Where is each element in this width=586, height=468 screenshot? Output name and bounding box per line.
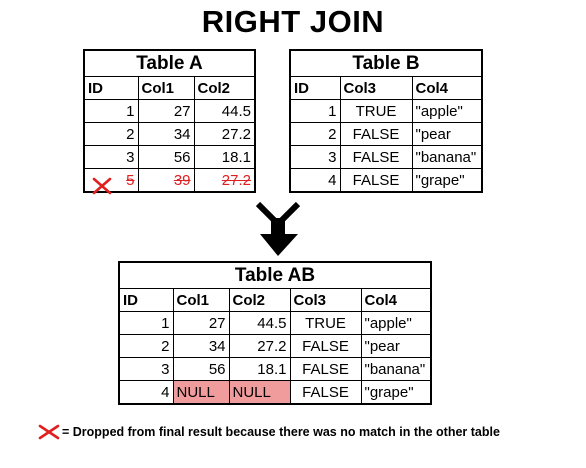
table-b-title: Table B — [289, 49, 483, 77]
table-a-header-col2: Col2 — [193, 76, 256, 100]
table-a-cell: 27 — [137, 99, 195, 123]
table-ab-cell: FALSE — [289, 380, 362, 405]
table-ab-header-col4: Col4 — [360, 288, 432, 312]
dropped-x-icon — [92, 177, 112, 195]
table-ab-cell: "banana" — [360, 357, 432, 381]
table-b-cell: "banana" — [411, 145, 483, 169]
table-a-dropped-cell: 39 — [173, 171, 191, 189]
table-b-cell: 4 — [289, 168, 341, 193]
legend-text: = Dropped from final result because ther… — [62, 425, 500, 439]
table-ab-header-col3: Col3 — [289, 288, 362, 312]
table-b-cell: "apple" — [411, 99, 483, 123]
table-a-header-id: ID — [83, 76, 139, 100]
table-ab-cell: "grape" — [360, 380, 432, 405]
table-a-cell: 3 — [83, 145, 139, 169]
table-ab-header-col1: Col1 — [172, 288, 230, 312]
table-a-cell: 34 — [137, 122, 195, 146]
table-a-row: 1 27 44.5 — [83, 99, 256, 123]
table-ab-cell: 2 — [118, 334, 174, 358]
table-ab-cell: FALSE — [289, 334, 362, 358]
table-a-cell: 44.5 — [193, 99, 256, 123]
table-a: Table A ID Col1 Col2 1 27 44.5 2 34 27.2… — [83, 49, 256, 193]
table-a-row: 2 34 27.2 — [83, 122, 256, 146]
table-b-header-col4: Col4 — [411, 76, 483, 100]
table-ab-cell: 4 — [118, 380, 174, 405]
table-b-row: 2 FALSE "pear — [289, 122, 483, 146]
table-ab-cell: 27.2 — [228, 334, 291, 358]
table-ab-header-col2: Col2 — [228, 288, 291, 312]
table-ab-cell: 56 — [172, 357, 230, 381]
table-b-cell: FALSE — [339, 145, 413, 169]
table-ab-null-cell: NULL — [228, 380, 291, 405]
table-ab-cell: 18.1 — [228, 357, 291, 381]
table-a-row: 3 56 18.1 — [83, 145, 256, 169]
table-a-dropped-cell: 5 — [126, 171, 135, 189]
merge-arrow-icon — [255, 201, 301, 256]
table-b-cell: FALSE — [339, 168, 413, 193]
table-a-dropped-row: 5 39 27.2 — [83, 168, 256, 193]
table-a-cell: 27.2 — [193, 122, 256, 146]
table-b-row: 4 FALSE "grape" — [289, 168, 483, 193]
table-ab-row: 2 34 27.2 FALSE "pear — [118, 334, 432, 358]
table-b-cell: TRUE — [339, 99, 413, 123]
table-b-header-id: ID — [289, 76, 341, 100]
legend: = Dropped from final result because ther… — [38, 424, 500, 440]
table-b-cell: "pear — [411, 122, 483, 146]
table-ab-title: Table AB — [118, 261, 432, 289]
table-ab-row: 4 NULL NULL FALSE "grape" — [118, 380, 432, 405]
table-ab-row: 3 56 18.1 FALSE "banana" — [118, 357, 432, 381]
table-b-row: 3 FALSE "banana" — [289, 145, 483, 169]
table-a-title: Table A — [83, 49, 256, 77]
table-ab-row: 1 27 44.5 TRUE "apple" — [118, 311, 432, 335]
table-b-cell: 2 — [289, 122, 341, 146]
table-b-cell: "grape" — [411, 168, 483, 193]
table-ab-cell: TRUE — [289, 311, 362, 335]
table-b: Table B ID Col3 Col4 1 TRUE "apple" 2 FA… — [289, 49, 483, 193]
table-ab-cell: "apple" — [360, 311, 432, 335]
diagram-title: RIGHT JOIN — [201, 4, 385, 39]
table-a-dropped-cell: 27.2 — [221, 171, 251, 189]
table-ab-cell: 44.5 — [228, 311, 291, 335]
table-b-cell: FALSE — [339, 122, 413, 146]
table-b-cell: 1 — [289, 99, 341, 123]
table-ab-cell: 34 — [172, 334, 230, 358]
table-ab-null-cell: NULL — [172, 380, 230, 405]
table-a-cell: 2 — [83, 122, 139, 146]
table-b-row: 1 TRUE "apple" — [289, 99, 483, 123]
table-ab-cell: 27 — [172, 311, 230, 335]
table-ab-cell: 3 — [118, 357, 174, 381]
table-a-cell: 18.1 — [193, 145, 256, 169]
table-a-cell: 1 — [83, 99, 139, 123]
table-ab-cell: 1 — [118, 311, 174, 335]
table-ab: Table AB ID Col1 Col2 Col3 Col4 1 27 44.… — [118, 261, 432, 405]
table-b-cell: 3 — [289, 145, 341, 169]
table-ab-cell: "pear — [360, 334, 432, 358]
table-a-header-col1: Col1 — [137, 76, 195, 100]
table-ab-header-id: ID — [118, 288, 174, 312]
table-a-cell: 56 — [137, 145, 195, 169]
table-ab-cell: FALSE — [289, 357, 362, 381]
table-b-header-col3: Col3 — [339, 76, 413, 100]
red-x-icon — [38, 424, 60, 440]
